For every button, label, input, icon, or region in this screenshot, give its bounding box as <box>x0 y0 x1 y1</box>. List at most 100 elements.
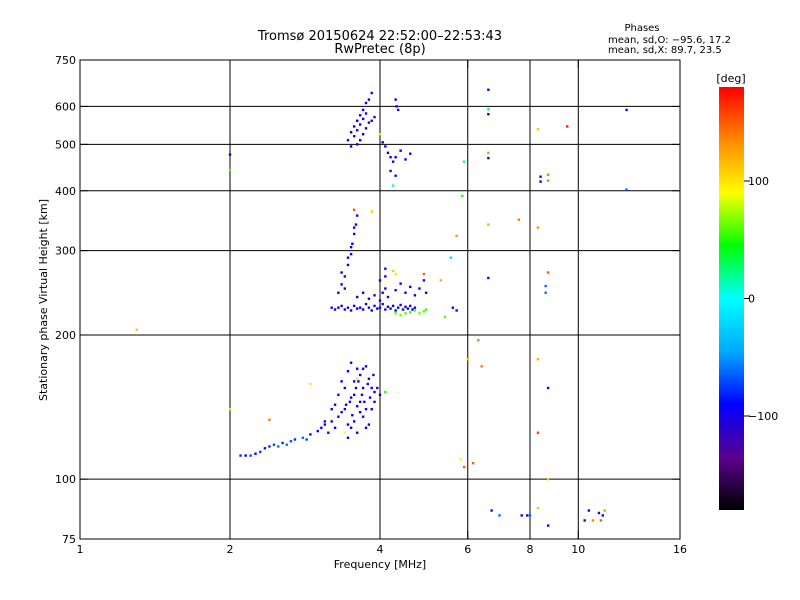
data-point <box>358 123 362 126</box>
data-point <box>391 269 395 273</box>
colorbar <box>719 87 744 510</box>
data-point <box>455 234 458 238</box>
data-point <box>487 156 490 160</box>
data-point <box>249 454 252 457</box>
data-point <box>603 509 606 512</box>
data-point <box>343 431 347 434</box>
data-point <box>289 440 293 443</box>
data-point <box>399 282 402 285</box>
data-point <box>520 514 523 517</box>
data-point <box>394 174 397 177</box>
data-point <box>461 194 464 198</box>
data-point <box>320 426 323 430</box>
data-point <box>367 297 371 300</box>
data-point <box>364 365 368 368</box>
data-point <box>373 390 376 394</box>
data-point <box>386 295 390 299</box>
data-point <box>389 307 392 310</box>
data-point <box>352 380 356 383</box>
data-point <box>443 315 447 319</box>
data-point <box>528 514 532 517</box>
data-point <box>309 433 312 436</box>
data-point <box>487 88 490 91</box>
data-point <box>404 158 407 161</box>
data-point <box>254 452 257 455</box>
data-point <box>349 131 353 134</box>
data-point <box>364 407 368 411</box>
data-point <box>361 415 365 418</box>
data-point <box>455 309 458 312</box>
data-point <box>372 373 375 377</box>
data-point <box>409 285 412 289</box>
data-point <box>355 129 359 132</box>
data-points <box>135 88 628 527</box>
data-point <box>340 304 343 308</box>
data-point <box>228 153 232 156</box>
data-point <box>544 291 547 294</box>
data-point <box>370 407 373 411</box>
data-point <box>305 438 308 441</box>
data-point <box>389 169 392 173</box>
data-point <box>349 245 353 249</box>
data-point <box>546 477 550 481</box>
data-point <box>373 294 376 297</box>
axis-ticks: 1 2 4 6 8 10 16 75 100 200 300 400 500 600 750 <box>55 54 687 556</box>
data-point <box>344 403 348 406</box>
data-point <box>333 308 337 311</box>
data-point <box>346 263 350 267</box>
data-point <box>363 400 366 404</box>
data-point <box>370 386 373 390</box>
data-point <box>277 445 280 448</box>
data-point <box>439 279 443 282</box>
data-point <box>451 306 455 309</box>
data-point <box>399 149 402 152</box>
data-point <box>487 108 490 111</box>
x-tick-label: 10 <box>571 543 585 556</box>
data-point <box>394 289 397 292</box>
data-point <box>422 279 426 282</box>
data-point <box>333 426 337 430</box>
data-point <box>355 431 359 434</box>
data-point <box>352 134 356 138</box>
data-point <box>583 519 586 522</box>
data-point <box>384 390 387 394</box>
data-point <box>364 127 368 130</box>
data-point <box>384 145 387 148</box>
data-point <box>370 119 373 122</box>
data-point <box>498 514 501 517</box>
stats-line-o: mean, sd,O: −95.6, 17.2 <box>608 35 731 46</box>
data-point <box>268 445 271 448</box>
data-point <box>381 141 384 144</box>
data-point <box>378 393 382 397</box>
data-point <box>404 291 407 294</box>
data-point <box>361 308 365 311</box>
x-axis-label: Frequency [MHz] <box>334 558 426 571</box>
data-point <box>471 461 475 465</box>
data-point <box>401 308 405 311</box>
data-point <box>316 429 319 433</box>
data-point <box>358 114 362 117</box>
data-point <box>361 117 365 121</box>
data-point <box>346 423 350 426</box>
data-point <box>337 415 340 418</box>
stats-line-x: mean, sd,X: 89.7, 23.5 <box>608 45 722 56</box>
data-point <box>364 112 368 115</box>
data-point <box>536 506 540 510</box>
data-point <box>330 306 333 309</box>
data-point <box>480 365 483 368</box>
data-point <box>546 179 550 182</box>
data-point <box>487 223 490 226</box>
data-point <box>384 308 387 311</box>
data-point <box>343 275 347 278</box>
data-point <box>343 386 347 390</box>
data-point <box>424 308 428 311</box>
data-point <box>272 443 276 446</box>
data-point <box>349 309 353 312</box>
y-tick-label: 600 <box>55 100 76 113</box>
data-point <box>349 361 353 364</box>
data-point <box>536 226 540 229</box>
data-point <box>367 98 371 101</box>
data-point <box>625 108 628 112</box>
data-point <box>413 294 417 297</box>
